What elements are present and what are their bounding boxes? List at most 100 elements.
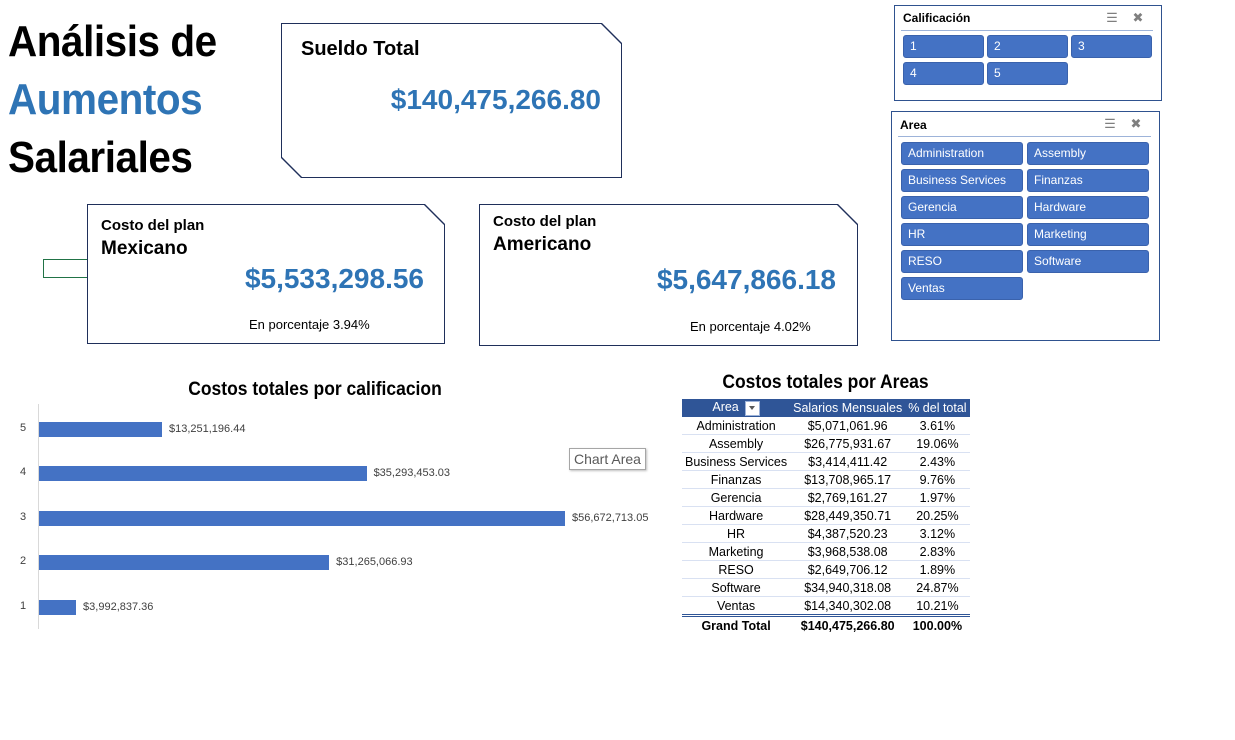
american-plan-value: $5,647,866.18 (656, 264, 836, 295)
area-slicer[interactable]: Area ☰ ✖ Administration Assembly Busines… (891, 111, 1160, 341)
header-area-label: Area (712, 400, 739, 415)
multi-select-icon[interactable]: ☰ (1106, 10, 1118, 25)
table-cell-percent: 9.76% (905, 470, 970, 489)
table-cell-area: Administration (682, 417, 791, 435)
area-item-assembly[interactable]: Assembly (1027, 142, 1149, 165)
table-cell-percent: 24.87% (905, 578, 970, 597)
table-cell-percent: 2.43% (905, 452, 970, 471)
table-cell-percent: 2.83% (905, 542, 970, 561)
table-cell-percent: 3.12% (905, 524, 970, 543)
table-cell-salary: $13,708,965.17 (790, 470, 906, 489)
clear-filter-icon[interactable]: ✖ (1130, 116, 1142, 131)
table-cell-area: RESO (682, 560, 791, 579)
mexican-plan-label: Costo del plan (101, 217, 205, 234)
chart-bar[interactable] (39, 466, 367, 482)
table-row[interactable]: Hardware $28,449,350.71 20.25% (682, 506, 970, 525)
chart-y-axis (38, 404, 39, 629)
table-row[interactable]: Administration $5,071,061.96 3.61% (682, 417, 970, 435)
chart-area[interactable]: Costos totales por calificacion 5 $13,251… (10, 370, 650, 635)
table-cell-area: Ventas (682, 596, 791, 616)
table-cell-salary: $28,449,350.71 (790, 506, 906, 525)
area-item-software[interactable]: Software (1027, 250, 1149, 273)
cell-selection-box[interactable] (43, 259, 88, 278)
table-body: Administration $5,071,061.96 3.61% Assembly… (682, 417, 970, 634)
table-row[interactable]: Finanzas $13,708,965.17 9.76% (682, 470, 970, 489)
total-salary-value: $140,475,266.80 (390, 84, 601, 115)
table-cell-area: Hardware (682, 506, 791, 525)
table-cell-salary: $4,387,520.23 (790, 524, 906, 543)
table-cell-percent: 10.21% (905, 596, 970, 616)
table-cell-percent: 20.25% (905, 506, 970, 525)
table-cell-area: Finanzas (682, 470, 791, 489)
calificacion-item-3[interactable]: 3 (1071, 35, 1152, 58)
area-item-gerencia[interactable]: Gerencia (901, 196, 1023, 219)
american-plan-name: Americano (493, 234, 592, 255)
calificacion-slicer-header: Calificación ☰ ✖ (901, 10, 1153, 31)
chart-bar[interactable] (39, 599, 77, 615)
table-cell-salary: $14,340,302.08 (790, 596, 906, 616)
calificacion-item-2[interactable]: 2 (987, 35, 1068, 58)
table-row[interactable]: RESO $2,649,706.12 1.89% (682, 560, 970, 579)
y-tick-label: 3 (20, 510, 27, 523)
area-item-marketing[interactable]: Marketing (1027, 223, 1149, 246)
area-item-business-services[interactable]: Business Services (901, 169, 1023, 192)
table-cell-percent: 19.06% (905, 434, 970, 453)
table-cell-salary: $26,775,931.67 (790, 434, 906, 453)
y-tick-label: 1 (20, 599, 27, 612)
chart-bar[interactable] (39, 422, 162, 437)
area-item-finanzas[interactable]: Finanzas (1027, 169, 1149, 192)
table-header-row: Area Salarios Mensuales % del total (682, 399, 970, 417)
clear-filter-icon[interactable]: ✖ (1132, 10, 1144, 25)
area-slicer-title: Area (900, 118, 927, 132)
mexican-plan-name: Mexicano (101, 238, 188, 259)
mexican-plan-card[interactable]: Costo del plan Mexicano $5,533,298.56 En… (87, 204, 445, 344)
calificacion-slicer[interactable]: Calificación ☰ ✖ 1 2 3 4 5 (894, 5, 1162, 101)
mexican-plan-percentage: En porcentaje 3.94% (249, 317, 370, 332)
table-title: Costos totales por Areas (722, 372, 929, 393)
table-cell-area: Software (682, 578, 791, 597)
american-plan-card[interactable]: Costo del plan Americano $5,647,866.18 E… (479, 204, 858, 346)
calificacion-slicer-title: Calificación (903, 11, 971, 25)
area-item-reso[interactable]: RESO (901, 250, 1023, 273)
total-salary: $140,475,266.80 (790, 614, 906, 634)
table-cell-salary: $3,968,538.08 (790, 542, 906, 561)
table-row[interactable]: Assembly $26,775,931.67 19.06% (682, 434, 970, 453)
y-tick-label: 2 (20, 555, 27, 568)
page-title-line-1: Análisis de (8, 17, 217, 66)
area-item-hr[interactable]: HR (901, 223, 1023, 246)
chart-area-tooltip: Chart Area (569, 448, 646, 470)
table-row[interactable]: Software $34,940,318.08 24.87% (682, 578, 970, 597)
area-item-ventas[interactable]: Ventas (901, 277, 1023, 300)
table-cell-salary: $2,769,161.27 (790, 488, 906, 507)
calificacion-item-1[interactable]: 1 (903, 35, 984, 58)
total-salary-card[interactable]: Sueldo Total $140,475,266.80 (281, 23, 622, 178)
table-row[interactable]: HR $4,387,520.23 3.12% (682, 524, 970, 543)
bar-data-label: $56,672,713.05 (572, 511, 649, 524)
area-item-administration[interactable]: Administration (901, 142, 1023, 165)
table-row[interactable]: Ventas $14,340,302.08 10.21% (682, 596, 970, 616)
bar-data-label: $31,265,066.93 (336, 556, 413, 569)
bar-data-label: $3,992,837.36 (83, 600, 154, 613)
chart-bar[interactable] (39, 510, 565, 526)
calificacion-item-4[interactable]: 4 (903, 62, 984, 85)
table-row[interactable]: Business Services $3,414,411.42 2.43% (682, 452, 970, 471)
table-cell-area: Marketing (682, 542, 791, 561)
filter-dropdown-icon[interactable] (744, 400, 760, 416)
table-cell-percent: 1.97% (905, 488, 970, 507)
multi-select-icon[interactable]: ☰ (1104, 116, 1116, 131)
y-tick-label: 4 (20, 466, 27, 479)
table-row[interactable]: Marketing $3,968,538.08 2.83% (682, 542, 970, 561)
total-salary-title: Sueldo Total (301, 38, 420, 60)
bar-data-label: $13,251,196.44 (168, 423, 246, 435)
table-cell-salary: $2,649,706.12 (790, 560, 906, 579)
bar-data-label: $35,293,453.03 (373, 467, 451, 480)
table-total-row: Grand Total $140,475,266.80 100.00% (682, 614, 970, 634)
chart-bar[interactable] (39, 555, 330, 571)
table-row[interactable]: Gerencia $2,769,161.27 1.97% (682, 488, 970, 507)
calificacion-item-5[interactable]: 5 (987, 62, 1068, 85)
header-salarios: Salarios Mensuales (790, 399, 906, 417)
table-cell-area: HR (682, 524, 791, 543)
area-item-hardware[interactable]: Hardware (1027, 196, 1149, 219)
american-plan-label: Costo del plan (493, 213, 597, 230)
header-area[interactable]: Area (682, 399, 791, 417)
